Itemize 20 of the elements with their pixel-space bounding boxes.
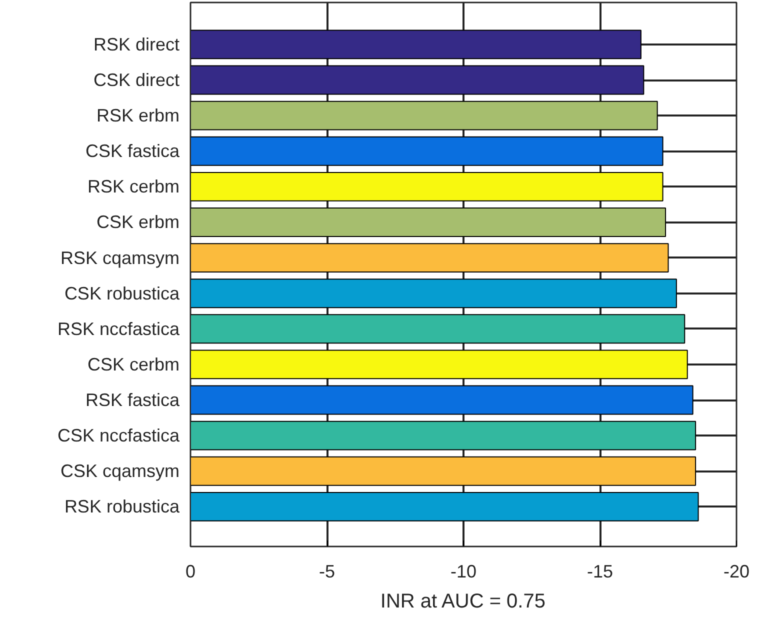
y-tick-label: CSK erbm — [96, 212, 180, 232]
x-tick-label: -10 — [450, 562, 477, 582]
x-tick-label: -15 — [586, 562, 614, 582]
y-tick-label: CSK cqamsym — [60, 461, 180, 482]
x-tick-label: -5 — [319, 562, 336, 582]
x-tick-label: -20 — [723, 562, 750, 582]
y-tick-label: CSK direct — [93, 70, 180, 90]
y-tick-label: CSK cerbm — [87, 354, 180, 374]
x-axis-title: INR at AUC = 0.75 — [380, 590, 546, 612]
y-tick-label: RSK cerbm — [87, 176, 180, 197]
y-tick-label: RSK cqamsym — [60, 248, 180, 268]
x-tick-label: 0 — [185, 562, 196, 582]
y-tick-label: RSK nccfastica — [57, 318, 180, 339]
y-tick-label: RSK robustica — [64, 496, 180, 517]
y-tick-label: RSK fastica — [85, 390, 180, 410]
y-tick-label: CSK robustica — [64, 283, 180, 304]
y-tick-label: CSK nccfastica — [57, 426, 180, 446]
y-tick-label: RSK direct — [93, 34, 180, 54]
y-tick-label: CSK fastica — [85, 141, 180, 162]
y-tick-label: RSK erbm — [96, 106, 180, 126]
